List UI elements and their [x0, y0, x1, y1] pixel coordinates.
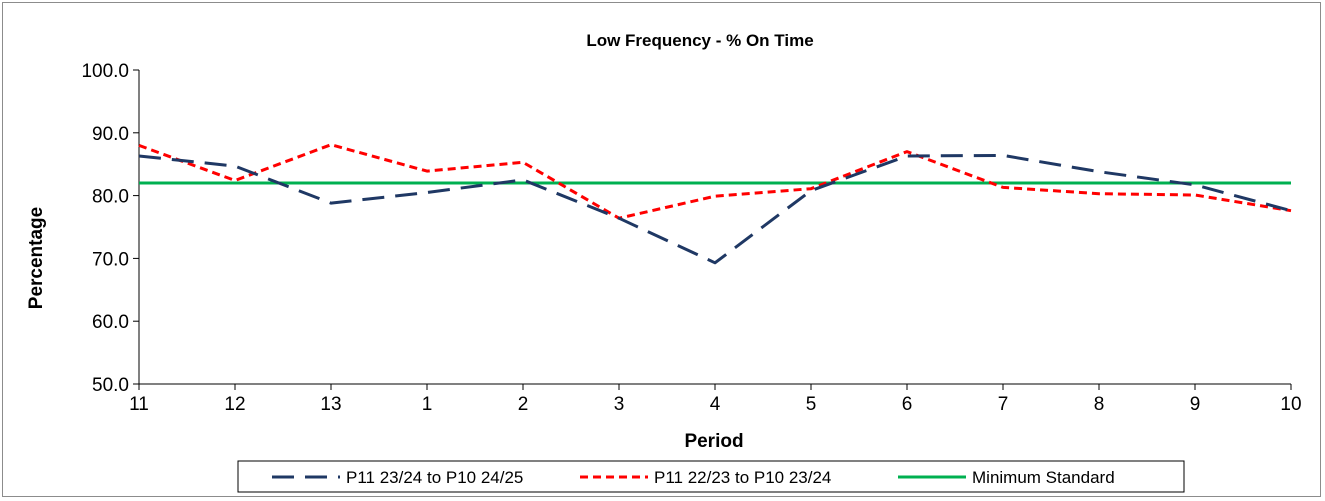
- y-axis-title: Percentage: [26, 207, 47, 309]
- y-tick-label: 80.0: [92, 187, 129, 208]
- x-tick-label: 9: [1190, 394, 1201, 415]
- y-tick-label: 50.0: [92, 375, 129, 396]
- legend-label-1: P11 23/24 to P10 24/25: [346, 468, 523, 487]
- x-axis-title: Period: [684, 431, 743, 452]
- legend: P11 23/24 to P10 24/25 P11 22/23 to P10 2…: [237, 460, 1185, 493]
- x-tick-label: 12: [224, 394, 245, 415]
- x-tick-label: 13: [320, 394, 341, 415]
- x-tick-label: 8: [1094, 394, 1105, 415]
- legend-label-2: P11 22/23 to P10 23/24: [654, 468, 831, 487]
- y-tick-label: 70.0: [92, 249, 129, 270]
- series-line-1: [138, 153, 1292, 265]
- y-tick-label: 60.0: [92, 312, 129, 333]
- x-tick-label: 2: [518, 394, 529, 415]
- series-line-2: [138, 143, 1292, 220]
- x-tick-label: 1: [422, 394, 433, 415]
- x-tick-label: 7: [998, 394, 1009, 415]
- x-axis-ticks: 11 12 13 1 2 3 4 5 6 7 8 9 10: [129, 384, 1302, 415]
- x-tick-label: 4: [710, 394, 721, 415]
- y-axis-ticks: 50.0 60.0 70.0 80.0 90.0 100.0: [81, 61, 139, 396]
- y-tick-label: 100.0: [81, 61, 129, 82]
- legend-label-3: Minimum Standard: [972, 468, 1115, 487]
- legend-box: [237, 460, 1185, 493]
- x-tick-label: 6: [902, 394, 913, 415]
- legend-items: P11 23/24 to P10 24/25 P11 22/23 to P10 2…: [272, 468, 1115, 487]
- x-tick-label: 5: [806, 394, 817, 415]
- x-tick-label: 10: [1280, 394, 1301, 415]
- series-layer: [138, 143, 1292, 265]
- y-tick-label: 90.0: [92, 124, 129, 145]
- chart-title: Low Frequency - % On Time: [586, 31, 813, 50]
- x-tick-label: 11: [129, 394, 149, 415]
- x-tick-label: 3: [614, 394, 625, 415]
